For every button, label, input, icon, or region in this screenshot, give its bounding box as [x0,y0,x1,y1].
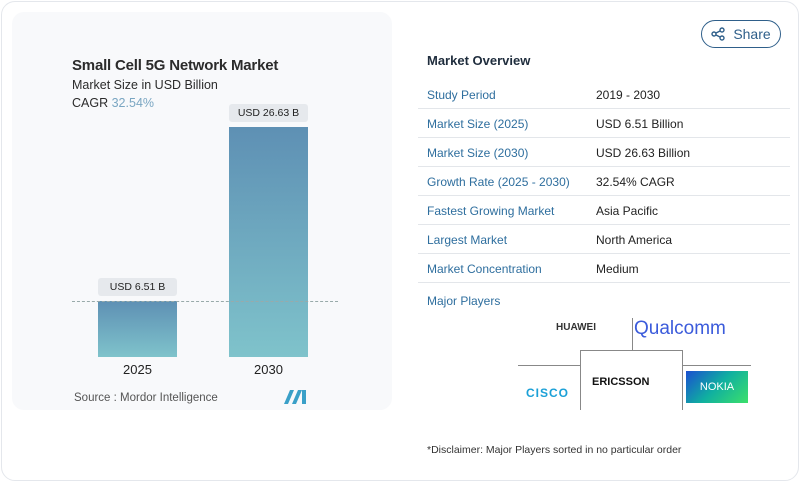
overview-row: Fastest Growing Market Asia Pacific [418,196,790,225]
share-label: Share [733,26,771,42]
overview-row: Market Concentration Medium [418,254,790,283]
huawei-logo: HUAWEI [556,322,596,333]
cisco-logo: CISCO [526,386,570,400]
chart-subtitle: Market Size in USD Billion [72,78,218,92]
row-label: Study Period [427,88,496,102]
x-tick-label: 2025 [123,362,152,377]
disclaimer: *Disclaimer: Major Players sorted in no … [427,444,682,456]
overview-row: Market Size (2025) USD 6.51 Billion [418,109,790,138]
major-players-label: Major Players [427,294,501,308]
cagr-label: CAGR [72,96,109,110]
data-label: USD 6.51 B [98,277,177,296]
source: Source : Mordor Intelligence [74,392,218,404]
bar-2030 [229,127,308,357]
chart-panel [12,12,392,410]
overview-row: Study Period 2019 - 2030 [418,80,790,109]
row-label: Largest Market [427,233,508,247]
ericsson-logo: ERICSSON [592,376,650,388]
reference-line [72,301,338,302]
row-label: Market Concentration [427,262,542,276]
share-icon [711,27,726,41]
row-value: USD 26.63 Billion [596,146,691,160]
chart-title: Small Cell 5G Network Market [72,57,279,74]
cagr: CAGR 32.54% [72,96,154,110]
overview-row: Largest Market North America [418,225,790,254]
nokia-logo: NOKIA [686,371,748,403]
overview-title: Market Overview [427,53,531,68]
row-value: 32.54% CAGR [596,175,675,189]
bar-2025 [98,300,177,357]
row-value: Medium [596,262,639,276]
mordor-logo-icon [284,390,306,404]
x-tick-label: 2030 [254,362,283,377]
data-label: USD 26.63 B [229,104,308,122]
row-value: 2019 - 2030 [596,88,661,102]
row-label: Market Size (2025) [427,117,529,131]
qualcomm-logo: Qualcomm [634,318,726,339]
cagr-value: 32.54% [111,96,155,110]
row-value: North America [596,233,673,247]
overview-row: Growth Rate (2025 - 2030) 32.54% CAGR [418,167,790,196]
row-value: USD 6.51 Billion [596,117,684,131]
row-label: Fastest Growing Market [427,204,555,218]
row-value: Asia Pacific [596,204,659,218]
row-label: Growth Rate (2025 - 2030) [427,175,570,189]
overview-row: Market Size (2030) USD 26.63 Billion [418,138,790,167]
row-label: Market Size (2030) [427,146,529,160]
share-button[interactable]: Share [701,20,781,48]
